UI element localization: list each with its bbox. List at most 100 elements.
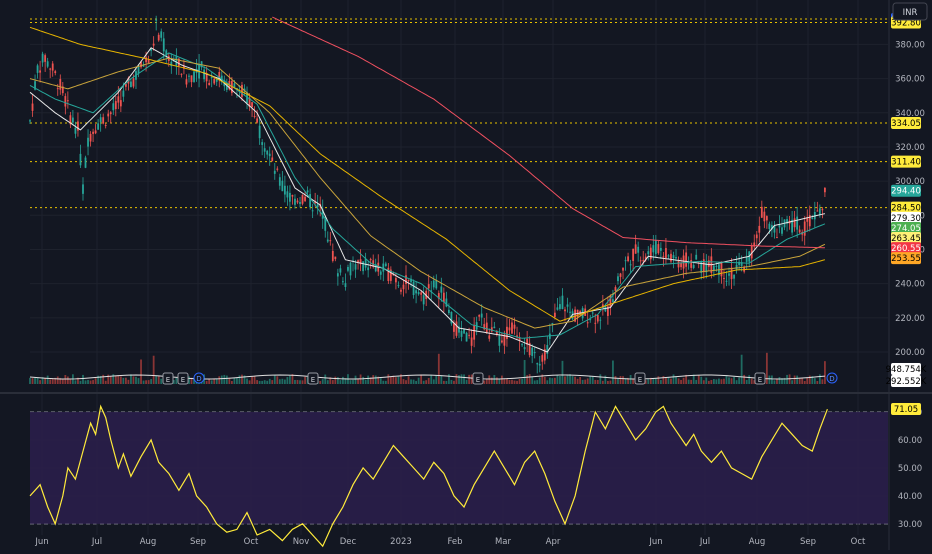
candle-body [768, 223, 771, 230]
currency-button[interactable]: INR [892, 2, 928, 21]
volume-bar [781, 378, 783, 384]
volume-bar [561, 360, 564, 384]
volume-bar [606, 380, 609, 384]
candle-body [776, 237, 778, 239]
candle-body [314, 201, 317, 204]
volume-bar [465, 379, 468, 384]
candle-body [798, 229, 801, 233]
moving-average-line [272, 16, 825, 249]
volume-bar [488, 375, 491, 384]
candle-body [526, 338, 529, 345]
volume-bar [339, 380, 342, 384]
candle-body [753, 242, 756, 247]
volume-bar [92, 380, 94, 384]
volume-bar [49, 379, 52, 384]
rsi-value-tag: 71.05 [891, 403, 921, 416]
earnings-marker: E [472, 372, 484, 385]
volume-bar [417, 377, 420, 384]
candle-body [354, 264, 357, 270]
candle-body [723, 277, 725, 279]
volume-bar [690, 379, 693, 384]
candle-body [29, 120, 31, 122]
candle-body [84, 157, 87, 168]
candle-body [470, 337, 473, 346]
candle-body [309, 194, 312, 208]
volume-bar [89, 380, 92, 384]
candle-body [46, 61, 49, 67]
volume-bar [612, 360, 614, 384]
volume-bar [281, 378, 284, 384]
volume-bar [543, 376, 546, 384]
volume-tag-text: 292.552K [886, 377, 927, 387]
candle-body [760, 206, 763, 218]
rsi-value-tag-bg [891, 403, 921, 416]
price-tag-text: 334.05 [891, 119, 921, 129]
volume-bar [710, 379, 713, 384]
volume-bar [450, 379, 453, 384]
volume-bar [238, 375, 241, 384]
candle-body [54, 71, 57, 73]
volume-bar [657, 376, 660, 384]
price-tag-text: 392.80 [891, 19, 921, 29]
volume-bar [46, 375, 49, 384]
price-tag: 284.50 [891, 201, 921, 214]
volume-bar [576, 378, 579, 384]
price-tag-bg [891, 211, 921, 224]
volume-bar [387, 374, 390, 384]
volume-bar [508, 380, 511, 384]
candle-body [263, 148, 266, 152]
candle-body [707, 260, 710, 267]
candle-body [553, 312, 556, 318]
candle-body [771, 225, 773, 230]
candle-body [112, 103, 115, 111]
volume-bar [97, 375, 100, 384]
volume-bar [364, 379, 367, 384]
candle-body [268, 153, 271, 157]
volume-bar [412, 379, 415, 384]
volume-bar [437, 353, 440, 384]
event-markers[interactable]: E E E E E ED D [162, 372, 838, 385]
price-tag-bg [891, 232, 921, 245]
candle-body [566, 304, 569, 307]
candle-body [410, 278, 412, 283]
candle-body [617, 276, 619, 282]
volume-bar [324, 374, 327, 384]
candle-body [261, 142, 264, 145]
earnings-marker-box [307, 372, 319, 385]
candle-body [190, 75, 193, 83]
volume-bar [551, 378, 554, 384]
candle-body [311, 210, 314, 212]
volume-bar [225, 375, 228, 384]
candle-body [523, 347, 526, 350]
candle-body [561, 295, 564, 309]
candle-body [528, 342, 531, 356]
time-axis[interactable]: Jun Jul Aug Sep Oct Nov Dec 2023 Feb Mar Apr Jun Jul… [34, 537, 866, 547]
candle-body [402, 284, 405, 290]
candle-body [677, 260, 680, 268]
volume-bar [617, 378, 619, 384]
earnings-marker: E [162, 372, 174, 385]
earnings-marker-label: E [181, 376, 185, 384]
volume-bar [342, 376, 344, 384]
price-tags: 394.90392.80334.05311.40294.40284.50279.… [886, 12, 927, 416]
candle-body [387, 267, 390, 281]
candle-body [97, 123, 100, 130]
candle-body [34, 81, 36, 90]
volume-bar [791, 380, 794, 384]
volume-bar [175, 377, 178, 384]
volume-bar [122, 377, 125, 384]
volume-bar [253, 375, 256, 384]
volume-bar [538, 377, 541, 384]
candle-body [675, 257, 677, 259]
volume-bar [624, 378, 627, 384]
volume-bar [190, 377, 193, 384]
time-tick-label: Oct [851, 537, 866, 547]
volume-bar [813, 378, 816, 384]
candle-body [107, 113, 110, 117]
candle-body [665, 248, 667, 258]
candle-body [591, 312, 594, 314]
candle-body [251, 102, 253, 107]
volume-bar [776, 378, 778, 384]
